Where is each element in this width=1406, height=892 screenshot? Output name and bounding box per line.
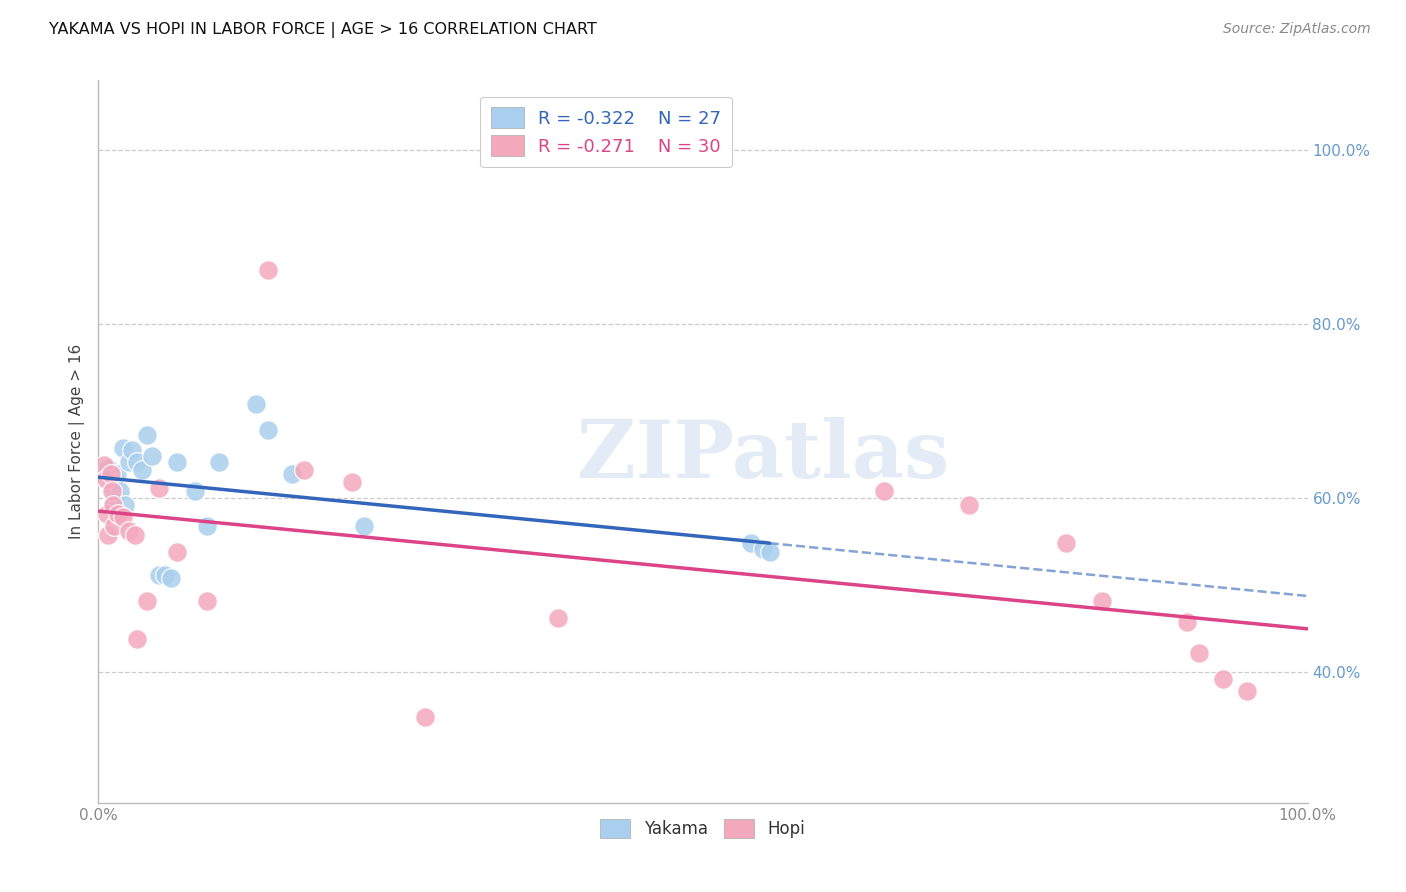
Point [873, 484, 896, 499]
Point [547, 611, 569, 625]
Point [111, 441, 134, 455]
Point [97, 460, 120, 475]
Point [141, 450, 163, 464]
Point [96, 507, 118, 521]
Y-axis label: In Labor Force | Age > 16: In Labor Force | Age > 16 [69, 344, 84, 539]
Point [153, 567, 176, 582]
Point [124, 527, 146, 541]
Point [148, 567, 170, 582]
Point [184, 484, 207, 499]
Point [111, 510, 134, 524]
Point [413, 710, 436, 724]
Point [1091, 594, 1114, 608]
Point [131, 463, 153, 477]
Point [245, 397, 267, 411]
Point [256, 263, 278, 277]
Point [107, 507, 129, 521]
Point [160, 571, 183, 585]
Point [148, 481, 170, 495]
Point [127, 632, 149, 647]
Point [208, 454, 231, 468]
Point [105, 467, 128, 481]
Point [752, 541, 775, 556]
Point [135, 428, 157, 442]
Point [353, 519, 375, 533]
Point [100, 467, 122, 481]
Point [101, 498, 124, 512]
Legend: Yakama, Hopi: Yakama, Hopi [593, 813, 813, 845]
Point [740, 536, 762, 550]
Point [97, 527, 120, 541]
Point [93, 458, 115, 472]
Point [118, 524, 141, 539]
Point [1175, 615, 1198, 629]
Point [1188, 646, 1211, 660]
Point [256, 423, 278, 437]
Point [166, 454, 188, 468]
Text: YAKAMA VS HOPI IN LABOR FORCE | AGE > 16 CORRELATION CHART: YAKAMA VS HOPI IN LABOR FORCE | AGE > 16… [49, 22, 598, 38]
Point [100, 484, 122, 499]
Point [195, 519, 218, 533]
Point [135, 594, 157, 608]
Point [121, 443, 143, 458]
Point [281, 467, 304, 481]
Point [292, 463, 315, 477]
Point [166, 545, 188, 559]
Point [195, 594, 218, 608]
Point [1236, 684, 1258, 698]
Point [118, 454, 141, 468]
Point [108, 484, 131, 499]
Point [114, 498, 136, 512]
Point [101, 495, 124, 509]
Point [758, 545, 780, 559]
Point [1212, 672, 1234, 686]
Point [957, 498, 980, 512]
Point [100, 478, 122, 492]
Text: Source: ZipAtlas.com: Source: ZipAtlas.com [1223, 22, 1371, 37]
Point [94, 472, 117, 486]
Text: ZIPatlas: ZIPatlas [578, 417, 949, 495]
Point [1054, 536, 1077, 550]
Point [127, 454, 149, 468]
Point [342, 475, 364, 490]
Point [103, 519, 125, 533]
